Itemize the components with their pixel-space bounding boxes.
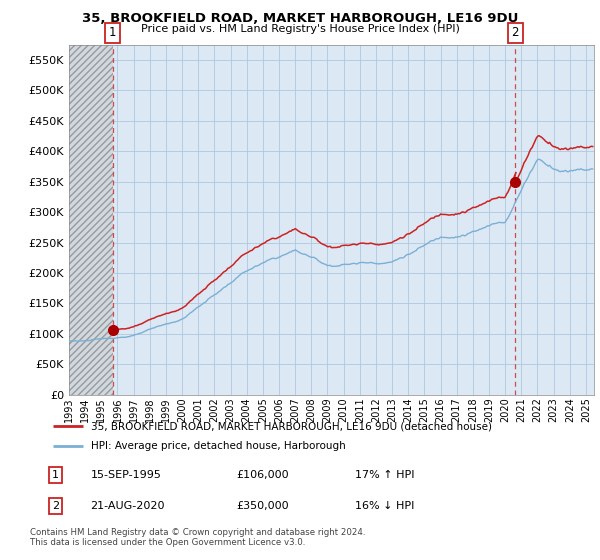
Text: This data is licensed under the Open Government Licence v3.0.: This data is licensed under the Open Gov… [30,538,305,547]
Text: 16% ↓ HPI: 16% ↓ HPI [355,501,415,511]
Text: 2: 2 [512,26,519,39]
Text: 1: 1 [52,470,59,480]
Text: 35, BROOKFIELD ROAD, MARKET HARBOROUGH, LE16 9DU (detached house): 35, BROOKFIELD ROAD, MARKET HARBOROUGH, … [91,421,491,431]
Text: 2: 2 [52,501,59,511]
Text: Contains HM Land Registry data © Crown copyright and database right 2024.: Contains HM Land Registry data © Crown c… [30,528,365,536]
Text: 21-AUG-2020: 21-AUG-2020 [91,501,165,511]
Text: 35, BROOKFIELD ROAD, MARKET HARBOROUGH, LE16 9DU: 35, BROOKFIELD ROAD, MARKET HARBOROUGH, … [82,12,518,25]
Text: 1: 1 [109,26,116,39]
Text: £350,000: £350,000 [236,501,289,511]
Text: 17% ↑ HPI: 17% ↑ HPI [355,470,415,480]
Bar [69,45,113,395]
Text: Price paid vs. HM Land Registry's House Price Index (HPI): Price paid vs. HM Land Registry's House … [140,24,460,34]
Text: £106,000: £106,000 [236,470,289,480]
Text: HPI: Average price, detached house, Harborough: HPI: Average price, detached house, Harb… [91,441,346,451]
Text: 15-SEP-1995: 15-SEP-1995 [91,470,161,480]
